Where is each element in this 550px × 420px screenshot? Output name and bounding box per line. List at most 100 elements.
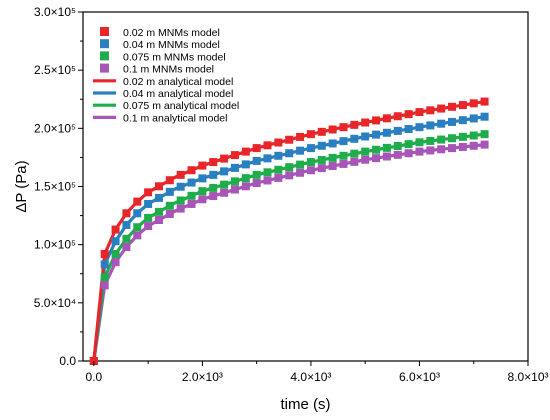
model-marker-0_04 bbox=[448, 117, 457, 126]
x-tick-label: 0.0 bbox=[86, 370, 103, 384]
model-marker-0_04 bbox=[437, 119, 446, 128]
model-marker-0_02 bbox=[480, 97, 489, 106]
model-marker-0_02 bbox=[122, 209, 131, 218]
model-marker-0_04 bbox=[458, 116, 467, 125]
model-marker-0_1 bbox=[306, 166, 315, 175]
model-marker-0_1 bbox=[437, 145, 446, 154]
model-marker-0_075 bbox=[458, 132, 467, 141]
legend-label: 0.1 m analytical model bbox=[123, 112, 227, 124]
model-marker-0_075 bbox=[220, 180, 229, 189]
model-marker-0_02 bbox=[306, 130, 315, 139]
model-marker-0_04 bbox=[241, 160, 250, 169]
model-marker-0_075 bbox=[263, 168, 272, 177]
model-marker-0_1 bbox=[404, 149, 413, 158]
model-marker-0_1 bbox=[317, 164, 326, 173]
model-marker-0_075 bbox=[437, 135, 446, 144]
model-marker-0_075 bbox=[198, 187, 207, 196]
model-marker-0_02 bbox=[317, 127, 326, 136]
model-marker-0_04 bbox=[393, 126, 402, 135]
y-tick-label: 0.0 bbox=[59, 354, 76, 368]
legend-label: 0.04 m MNMs model bbox=[123, 39, 220, 51]
x-tick-label: 8.0×10³ bbox=[507, 370, 548, 384]
model-marker-0_1 bbox=[372, 154, 381, 163]
model-marker-0_04 bbox=[426, 121, 435, 130]
model-marker-0_02 bbox=[437, 104, 446, 113]
model-marker-0_04 bbox=[285, 149, 294, 158]
model-marker-0_02 bbox=[448, 102, 457, 111]
model-marker-0_02 bbox=[372, 116, 381, 125]
model-marker-0_04 bbox=[122, 220, 131, 229]
model-marker-0_1 bbox=[220, 188, 229, 197]
model-marker-0_075 bbox=[133, 223, 142, 232]
model-marker-0_1 bbox=[415, 147, 424, 156]
model-marker-0_02 bbox=[361, 118, 370, 127]
model-marker-0_02 bbox=[176, 170, 185, 179]
model-marker-0_075 bbox=[393, 142, 402, 151]
model-marker-0_1 bbox=[176, 204, 185, 213]
model-marker-0_04 bbox=[111, 237, 120, 246]
model-marker-0_1 bbox=[382, 152, 391, 161]
model-marker-0_075 bbox=[176, 196, 185, 205]
legend-label: 0.1 m MNMs model bbox=[123, 64, 214, 76]
model-marker-0_02 bbox=[296, 132, 305, 141]
legend-marker bbox=[100, 63, 109, 73]
model-marker-0_04 bbox=[317, 141, 326, 150]
model-marker-0_02 bbox=[252, 144, 261, 153]
model-marker-0_075 bbox=[404, 140, 413, 149]
model-marker-0_04 bbox=[176, 182, 185, 191]
y-tick-label: 3.0×10⁵ bbox=[34, 5, 76, 19]
model-marker-0_1 bbox=[361, 155, 370, 164]
model-marker-0_1 bbox=[448, 144, 457, 153]
legend-label: 0.075 m analytical model bbox=[123, 100, 239, 112]
model-marker-0_04 bbox=[263, 154, 272, 163]
model-marker-0_1 bbox=[480, 140, 489, 149]
model-marker-0_04 bbox=[209, 170, 218, 179]
model-marker-0_04 bbox=[100, 260, 109, 269]
model-marker-0_075 bbox=[285, 163, 294, 172]
model-marker-0_04 bbox=[372, 130, 381, 139]
legend-marker bbox=[100, 27, 109, 36]
model-marker-0_075 bbox=[328, 153, 337, 162]
model-marker-0_02 bbox=[230, 151, 239, 160]
y-tick-label: 2.0×10⁵ bbox=[34, 121, 76, 135]
model-marker-0_075 bbox=[230, 177, 239, 186]
model-marker-0_075 bbox=[274, 165, 283, 174]
model-marker-0_02 bbox=[404, 110, 413, 119]
model-marker-0_02 bbox=[458, 101, 467, 110]
model-marker-0_02 bbox=[393, 112, 402, 121]
legend-marker bbox=[100, 39, 109, 49]
model-marker-0_075 bbox=[426, 136, 435, 145]
model-marker-0_04 bbox=[480, 112, 489, 121]
model-marker-0_02 bbox=[100, 249, 109, 258]
model-marker-0_075 bbox=[111, 249, 120, 258]
model-marker-0_075 bbox=[317, 155, 326, 164]
model-marker-0_1 bbox=[154, 216, 163, 225]
model-marker-0_1 bbox=[393, 150, 402, 159]
model-marker-0_04 bbox=[187, 178, 196, 187]
model-marker-0_02 bbox=[382, 114, 391, 123]
model-marker-0_075 bbox=[469, 131, 478, 140]
model-marker-0_075 bbox=[154, 207, 163, 216]
model-marker-0_04 bbox=[382, 128, 391, 137]
x-tick-label: 4.0×10³ bbox=[290, 370, 331, 384]
y-tick-label: 2.5×10⁵ bbox=[34, 63, 76, 77]
model-marker-0_075 bbox=[480, 130, 489, 139]
model-marker-0_075 bbox=[306, 158, 315, 167]
model-marker-0_04 bbox=[339, 137, 348, 146]
model-marker-0_075 bbox=[165, 201, 174, 210]
model-marker-0_04 bbox=[154, 193, 163, 202]
model-marker-0_1 bbox=[122, 242, 131, 251]
legend-label: 0.02 m MNMs model bbox=[123, 27, 220, 39]
model-marker-0_04 bbox=[404, 125, 413, 134]
model-marker-0_075 bbox=[372, 145, 381, 154]
x-tick-label: 6.0×10³ bbox=[399, 370, 440, 384]
model-marker-0_02 bbox=[339, 123, 348, 132]
series-layer bbox=[89, 97, 489, 365]
model-marker-0_02 bbox=[274, 138, 283, 147]
y-tick-label: 1.0×10⁵ bbox=[34, 238, 76, 252]
model-marker-0_1 bbox=[328, 162, 337, 171]
model-marker-0_1 bbox=[469, 141, 478, 150]
model-marker-0_02 bbox=[154, 182, 163, 191]
